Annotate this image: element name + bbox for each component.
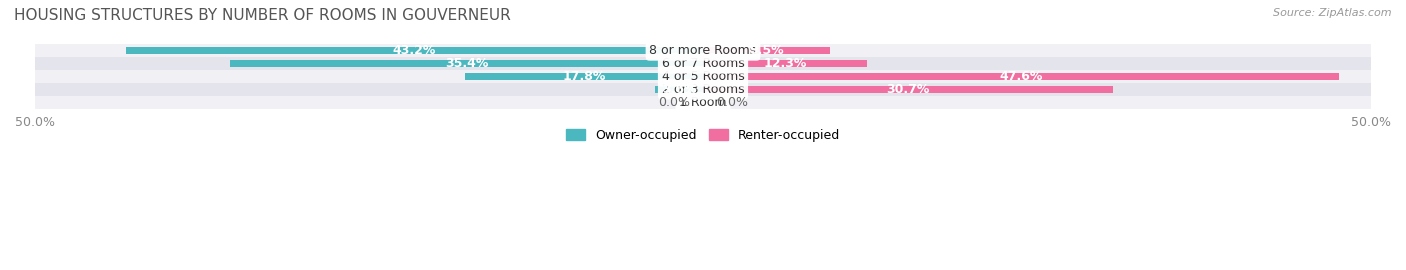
Bar	[231, 60, 703, 67]
Bar	[655, 86, 703, 93]
Text: Source: ZipAtlas.com: Source: ZipAtlas.com	[1274, 8, 1392, 18]
Bar	[35, 70, 1371, 83]
Text: 1 Room: 1 Room	[679, 96, 727, 109]
Bar	[465, 73, 703, 80]
Text: 17.8%: 17.8%	[562, 70, 606, 83]
Bar	[35, 83, 1371, 96]
Bar	[703, 86, 1114, 93]
Text: 0.0%: 0.0%	[658, 96, 689, 109]
Text: 30.7%: 30.7%	[886, 83, 929, 96]
Bar	[703, 73, 1339, 80]
Text: 9.5%: 9.5%	[749, 44, 783, 57]
Text: 12.3%: 12.3%	[763, 57, 807, 70]
Text: 43.2%: 43.2%	[392, 44, 436, 57]
Bar	[35, 96, 1371, 109]
Text: 6 or 7 Rooms: 6 or 7 Rooms	[662, 57, 744, 70]
Text: 0.0%: 0.0%	[717, 96, 748, 109]
Text: HOUSING STRUCTURES BY NUMBER OF ROOMS IN GOUVERNEUR: HOUSING STRUCTURES BY NUMBER OF ROOMS IN…	[14, 8, 510, 23]
Text: 47.6%: 47.6%	[1000, 70, 1043, 83]
Text: 2 or 3 Rooms: 2 or 3 Rooms	[662, 83, 744, 96]
Text: 35.4%: 35.4%	[444, 57, 488, 70]
Bar	[127, 47, 703, 54]
Bar	[703, 60, 868, 67]
Bar	[703, 47, 830, 54]
Legend: Owner-occupied, Renter-occupied: Owner-occupied, Renter-occupied	[561, 124, 845, 147]
Text: 8 or more Rooms: 8 or more Rooms	[650, 44, 756, 57]
Text: 4 or 5 Rooms: 4 or 5 Rooms	[662, 70, 744, 83]
Text: 3.6%: 3.6%	[662, 83, 696, 96]
Bar	[35, 44, 1371, 57]
Bar	[35, 57, 1371, 70]
